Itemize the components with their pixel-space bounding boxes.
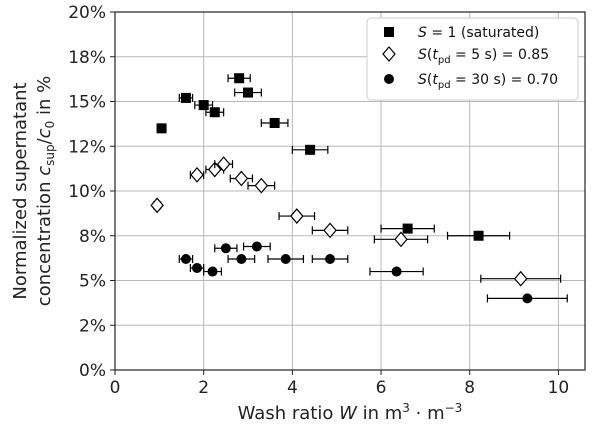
data-point-square bbox=[473, 230, 484, 241]
x-tick-label: 0 bbox=[110, 378, 121, 398]
data-point-square bbox=[305, 144, 316, 155]
data-point-diamond bbox=[207, 161, 222, 178]
data-point-circle bbox=[325, 254, 336, 265]
data-point-square bbox=[180, 92, 191, 103]
data-point-circle bbox=[180, 254, 191, 265]
legend: S = 1 (saturated) S(tpd = 5 s) = 0.85 S(… bbox=[366, 17, 579, 101]
data-point-diamond bbox=[513, 270, 528, 287]
x-tick-label: 10 bbox=[548, 378, 570, 398]
data-point-diamond bbox=[190, 166, 204, 183]
legend-entry-5s: S(tpd = 5 s) = 0.85 bbox=[418, 47, 549, 66]
data-point-diamond bbox=[150, 197, 164, 214]
data-point-diamond bbox=[234, 170, 249, 187]
data-point-circle bbox=[207, 266, 218, 277]
legend-diamond-marker bbox=[382, 46, 396, 62]
y-tick-label: 18% bbox=[68, 48, 106, 68]
x-tick-label: 8 bbox=[464, 378, 475, 398]
y-tick-label: 2% bbox=[79, 316, 106, 336]
legend-square-marker bbox=[384, 27, 394, 37]
y-tick-label: 12% bbox=[68, 137, 106, 157]
data-marks bbox=[150, 73, 568, 304]
y-tick-label: 15% bbox=[68, 93, 106, 113]
legend-box bbox=[366, 17, 579, 101]
data-point-square bbox=[269, 117, 280, 128]
data-point-diamond bbox=[216, 156, 231, 173]
data-point-circle bbox=[236, 254, 247, 265]
data-point-circle bbox=[192, 262, 203, 273]
data-point-diamond bbox=[323, 222, 337, 239]
y-tick-label: 10% bbox=[68, 182, 106, 202]
data-point-diamond bbox=[254, 177, 269, 194]
y-axis-label: Normalized supernatant concentration csu… bbox=[10, 76, 57, 306]
legend-entry-30s: S(tpd = 30 s) = 0.70 bbox=[418, 72, 558, 91]
data-point-circle bbox=[522, 293, 533, 304]
y-tick-label: 8% bbox=[79, 227, 106, 247]
data-point-diamond bbox=[394, 231, 408, 248]
data-point-circle bbox=[220, 243, 231, 254]
plot-frame bbox=[114, 11, 586, 371]
data-point-square bbox=[234, 73, 245, 84]
y-axis-label-line2: concentration csup/c0 in % bbox=[34, 76, 57, 306]
legend-entry-saturated: S = 1 (saturated) bbox=[418, 25, 539, 41]
data-point-square bbox=[243, 87, 254, 98]
x-tick-label: 2 bbox=[198, 378, 209, 398]
x-axis-label: Wash ratio W in m3 · m−3 bbox=[238, 401, 463, 424]
data-point-circle bbox=[280, 254, 291, 265]
x-tick-label: 4 bbox=[287, 378, 298, 398]
y-tick-label: 0% bbox=[79, 361, 106, 381]
axis-ticks: 0 2 4 6 8 10 0% 2% 5% 8% 10% 12% 15% 18% 20% bbox=[68, 3, 569, 398]
data-point-square bbox=[156, 123, 167, 134]
y-tick-label: 5% bbox=[79, 272, 106, 292]
data-point-square bbox=[402, 223, 413, 234]
data-point-circle bbox=[251, 241, 262, 252]
y-tick-label: 20% bbox=[68, 3, 106, 23]
x-tick-label: 6 bbox=[376, 378, 387, 398]
data-point-diamond bbox=[290, 208, 304, 224]
data-point-circle bbox=[391, 266, 402, 277]
legend-circle-marker bbox=[384, 74, 394, 84]
y-axis-label-line1: Normalized supernatant bbox=[10, 82, 31, 299]
data-point-square bbox=[198, 100, 209, 111]
data-point-square bbox=[209, 107, 220, 118]
